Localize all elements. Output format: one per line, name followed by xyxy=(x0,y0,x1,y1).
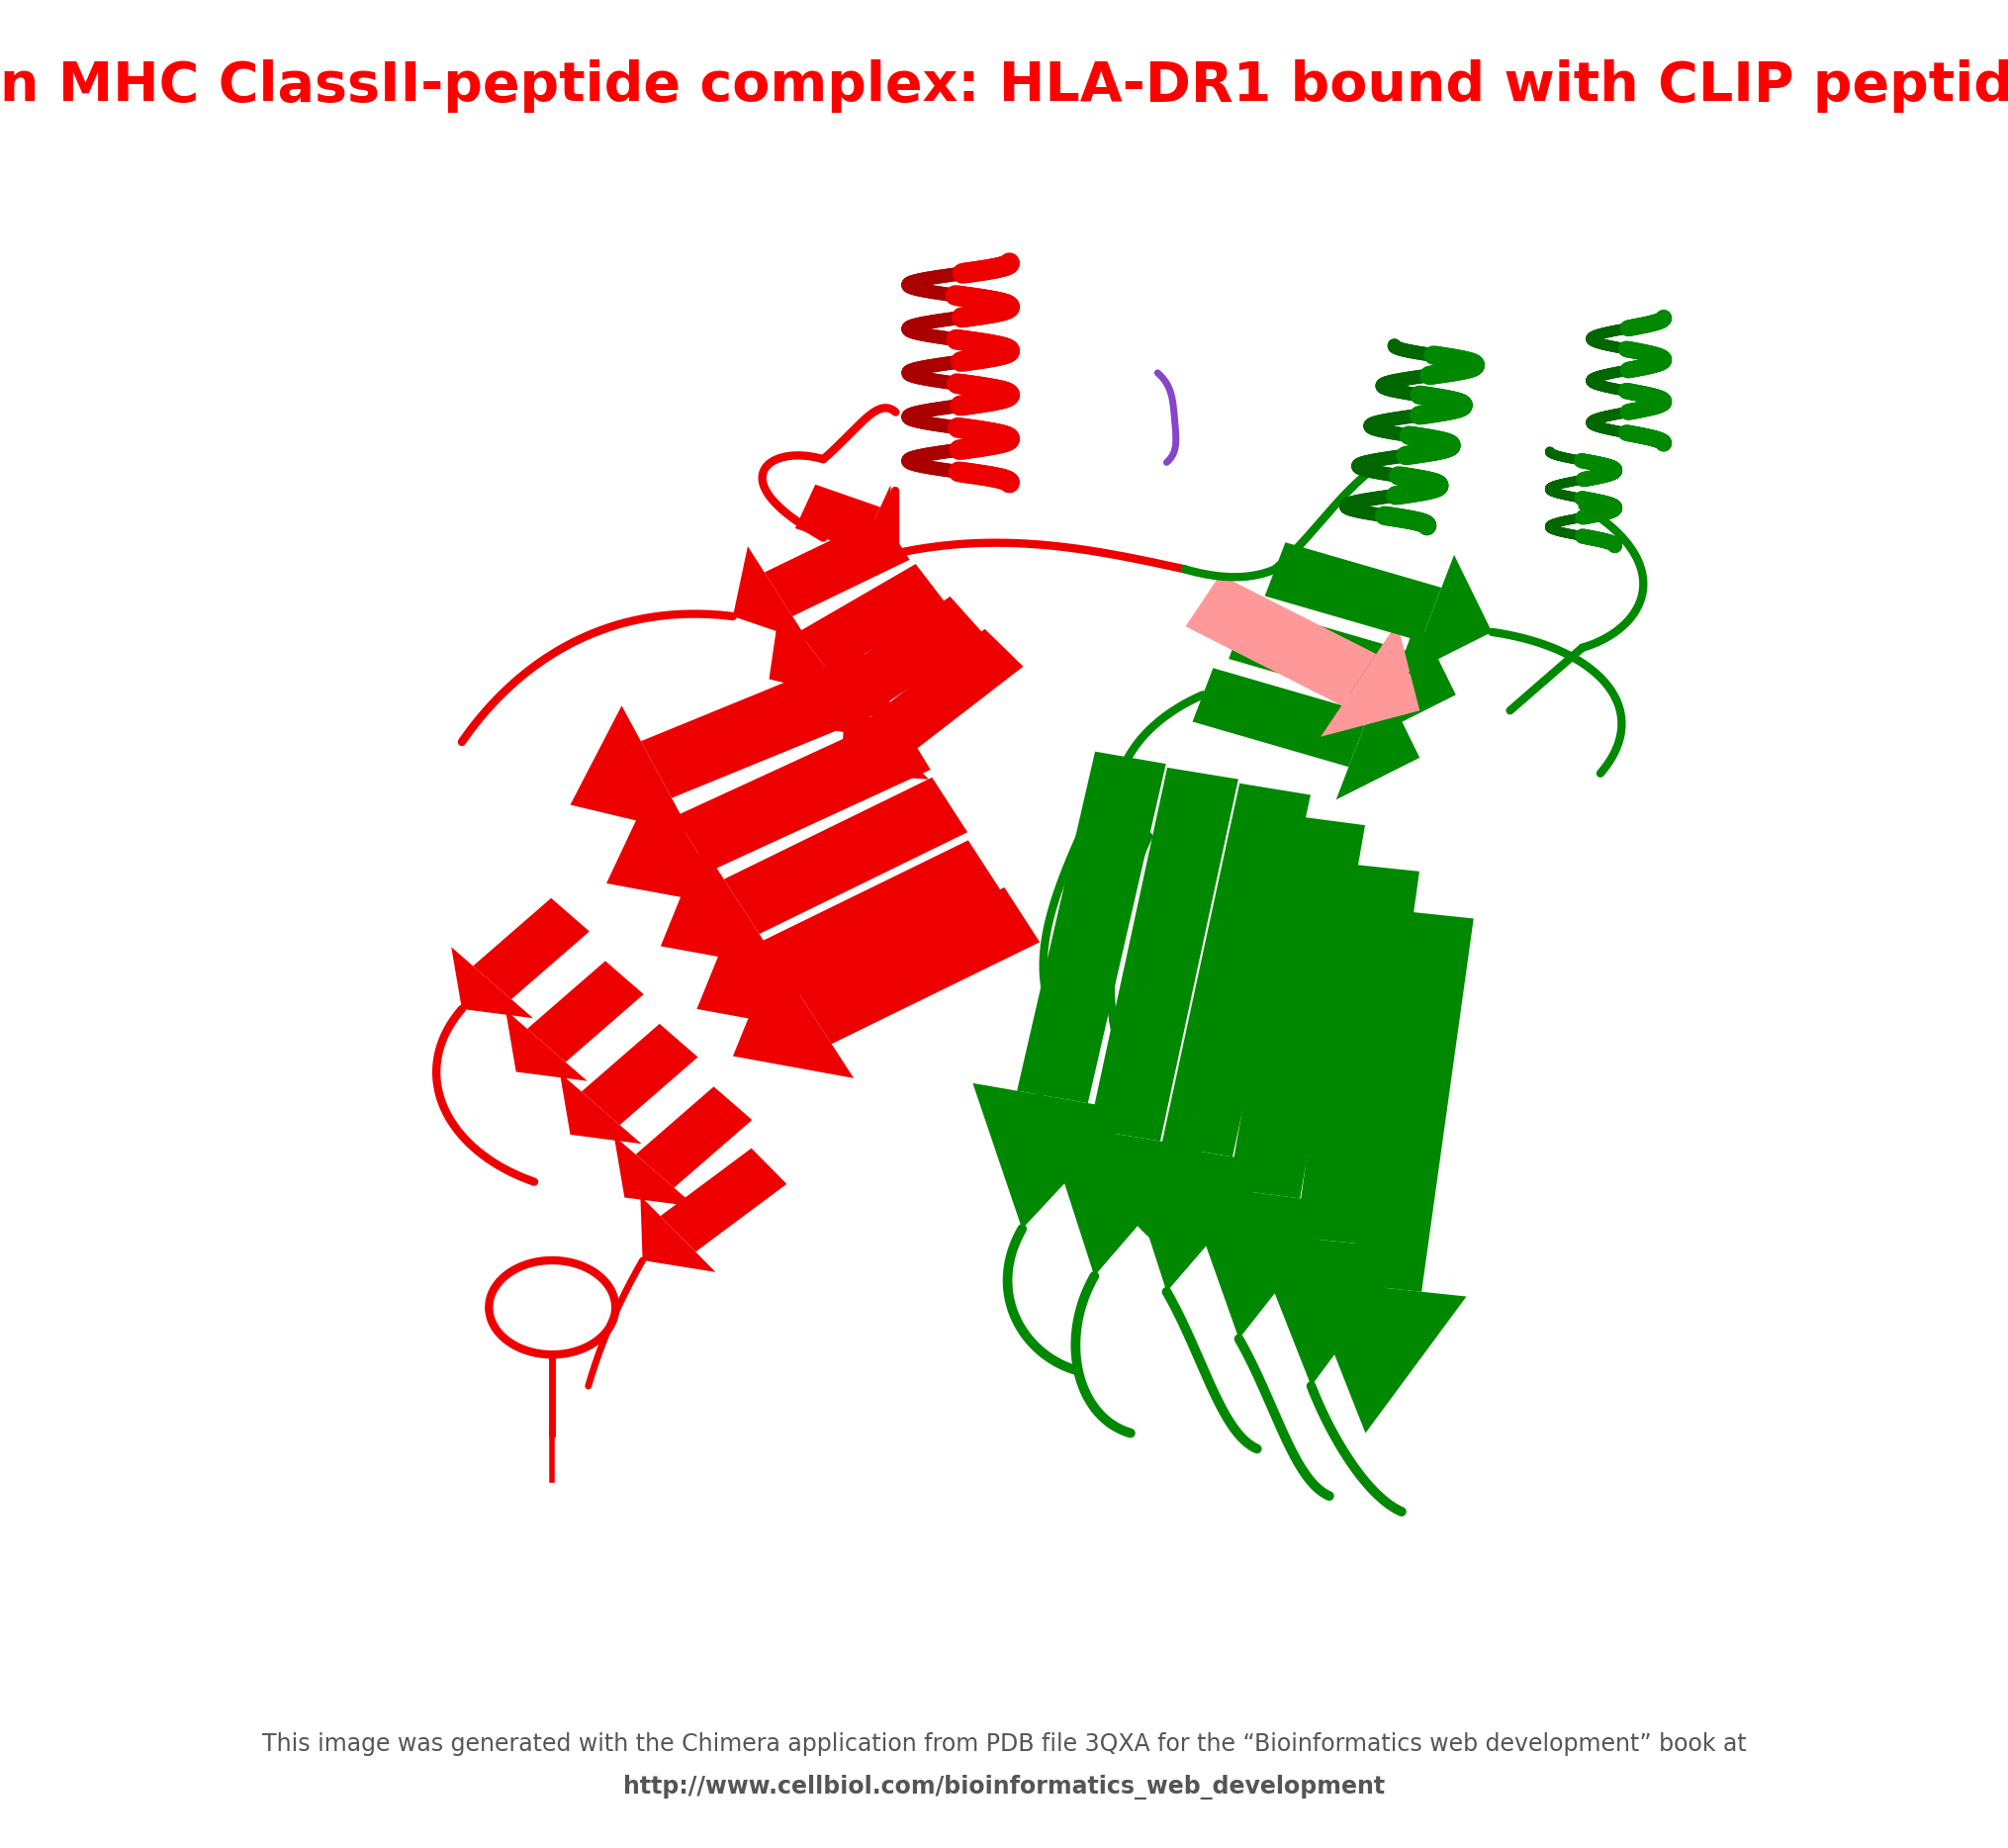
Polygon shape xyxy=(723,778,968,933)
Polygon shape xyxy=(1193,667,1369,767)
Polygon shape xyxy=(1251,1233,1412,1386)
Polygon shape xyxy=(614,1135,695,1207)
Polygon shape xyxy=(1161,784,1311,1157)
Polygon shape xyxy=(867,628,1024,758)
Text: This image was generated with the Chimera application from PDB file 3QXA for the: This image was generated with the Chimer… xyxy=(261,1733,1747,1756)
Polygon shape xyxy=(972,1083,1133,1229)
Polygon shape xyxy=(1229,604,1406,704)
Polygon shape xyxy=(1305,1279,1466,1434)
Polygon shape xyxy=(528,961,645,1063)
Polygon shape xyxy=(452,946,532,1018)
Polygon shape xyxy=(675,713,930,872)
Polygon shape xyxy=(769,606,849,699)
Polygon shape xyxy=(795,887,1040,1044)
Polygon shape xyxy=(637,1087,753,1188)
Polygon shape xyxy=(733,547,809,643)
Polygon shape xyxy=(661,845,781,968)
Polygon shape xyxy=(733,955,853,1077)
Polygon shape xyxy=(1335,680,1420,800)
Polygon shape xyxy=(606,782,731,906)
Polygon shape xyxy=(570,706,691,833)
Polygon shape xyxy=(661,1148,787,1251)
Polygon shape xyxy=(759,841,1004,996)
Polygon shape xyxy=(1265,541,1442,641)
Polygon shape xyxy=(833,597,986,715)
Polygon shape xyxy=(697,907,817,1031)
Polygon shape xyxy=(1408,554,1492,675)
Polygon shape xyxy=(1116,1138,1277,1292)
Text: An MHC ClassII-peptide complex: HLA-DR1 bound with CLIP peptide: An MHC ClassII-peptide complex: HLA-DR1 … xyxy=(0,59,2008,113)
Polygon shape xyxy=(1185,1183,1345,1338)
Polygon shape xyxy=(474,898,590,1000)
Polygon shape xyxy=(1371,617,1456,737)
Polygon shape xyxy=(506,1009,586,1081)
Polygon shape xyxy=(560,1072,641,1144)
Polygon shape xyxy=(849,486,896,573)
Polygon shape xyxy=(1016,752,1167,1103)
Polygon shape xyxy=(1295,863,1420,1246)
Polygon shape xyxy=(795,484,880,551)
Polygon shape xyxy=(1044,1122,1205,1275)
Polygon shape xyxy=(799,564,948,675)
Text: http://www.cellbiol.com/bioinformatics_web_development: http://www.cellbiol.com/bioinformatics_w… xyxy=(622,1774,1386,1800)
Polygon shape xyxy=(641,650,894,798)
Polygon shape xyxy=(1185,575,1375,706)
Polygon shape xyxy=(805,652,890,739)
Polygon shape xyxy=(582,1024,699,1125)
Polygon shape xyxy=(841,697,930,780)
Polygon shape xyxy=(641,1196,715,1271)
Polygon shape xyxy=(765,516,910,615)
Polygon shape xyxy=(1088,767,1239,1140)
Polygon shape xyxy=(1349,911,1474,1292)
Polygon shape xyxy=(1229,815,1365,1199)
Polygon shape xyxy=(1321,623,1420,737)
